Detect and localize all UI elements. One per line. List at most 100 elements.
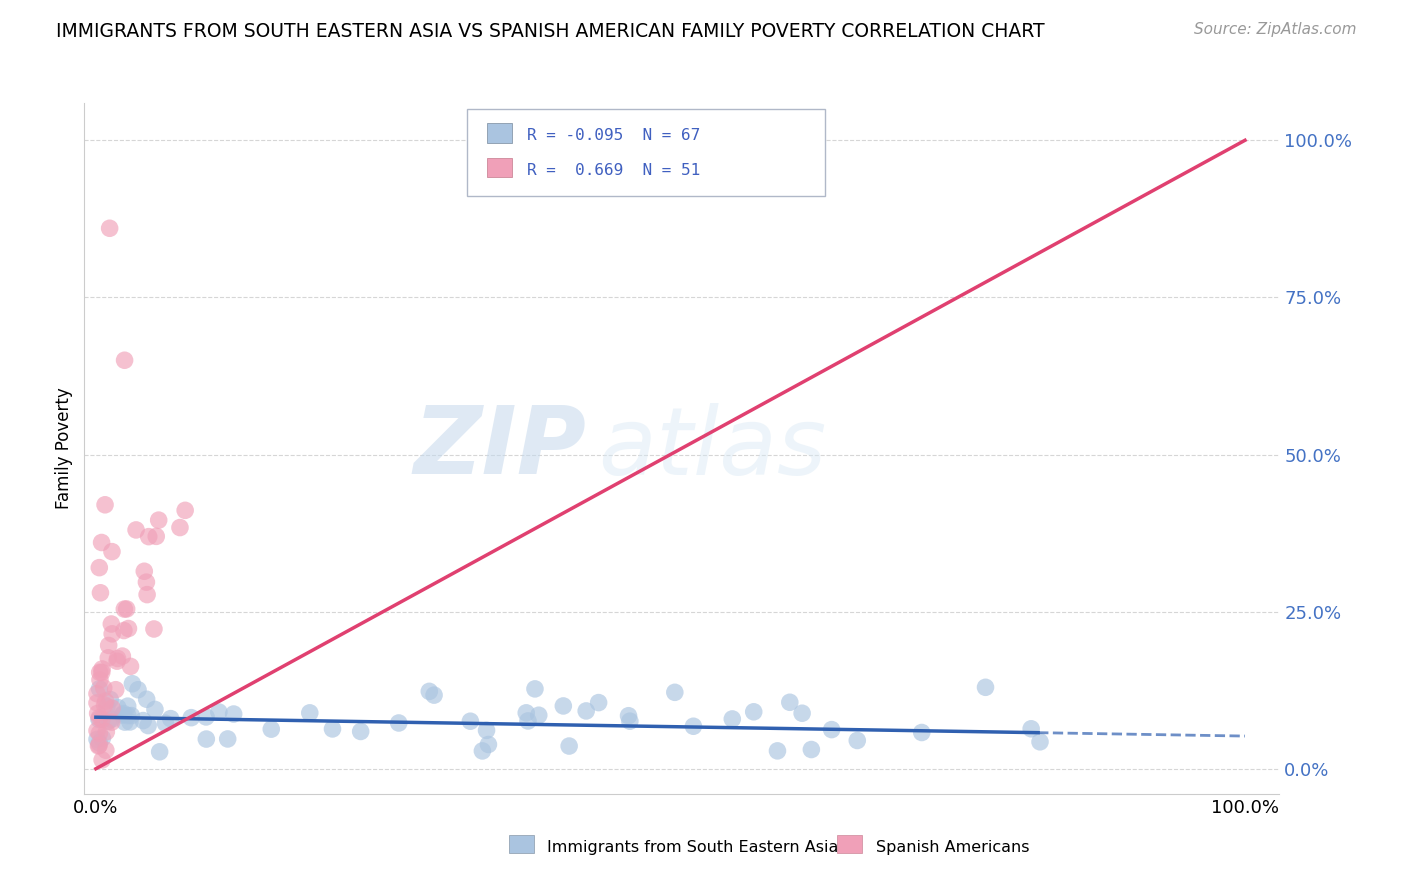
Point (617, 708, 640, 723)
Point (101, 627, 124, 641)
Point (96, 724, 118, 739)
Point (117, 622, 139, 636)
Point (143, 702, 166, 716)
Point (93, 681, 115, 695)
Point (1019, 722, 1042, 736)
Text: Source: ZipAtlas.com: Source: ZipAtlas.com (1194, 22, 1357, 37)
Point (91, 753, 114, 767)
Point (89, 736, 111, 750)
Point (121, 677, 143, 691)
Point (515, 706, 537, 720)
Point (742, 705, 765, 719)
Point (98, 692, 121, 706)
Point (127, 682, 149, 697)
Text: R =  0.669  N = 51: R = 0.669 N = 51 (527, 163, 700, 178)
Text: atlas: atlas (599, 402, 827, 494)
Point (217, 731, 239, 746)
Point (149, 745, 172, 759)
Point (911, 725, 934, 739)
Text: ZIP: ZIP (413, 402, 586, 494)
Point (87, 738, 110, 752)
Point (619, 714, 641, 729)
Point (135, 575, 157, 590)
Point (114, 715, 136, 730)
Point (107, 651, 129, 665)
Point (117, 708, 139, 723)
Point (136, 718, 159, 732)
Text: R = -0.095  N = 67: R = -0.095 N = 67 (527, 128, 700, 144)
Point (846, 733, 869, 747)
Point (91, 662, 114, 676)
Point (107, 700, 129, 714)
Point (105, 654, 128, 668)
Point (90, 665, 112, 680)
Point (89, 560, 111, 574)
Point (89, 665, 111, 680)
Text: IMMIGRANTS FROM SOUTH EASTERN ASIA VS SPANISH AMERICAN FAMILY POVERTY CORRELATIO: IMMIGRANTS FROM SOUTH EASTERN ASIA VS SP… (56, 22, 1045, 41)
Point (682, 719, 704, 733)
Point (800, 742, 823, 756)
Point (517, 714, 540, 728)
Point (114, 353, 136, 368)
Point (120, 708, 142, 723)
Point (195, 710, 218, 724)
Point (94, 743, 117, 757)
Point (142, 622, 165, 636)
Point (195, 732, 218, 747)
Point (87, 739, 110, 753)
Point (112, 602, 135, 616)
Point (553, 698, 575, 713)
Point (588, 696, 610, 710)
Point (298, 706, 321, 720)
Point (101, 544, 124, 558)
Point (418, 684, 440, 698)
FancyBboxPatch shape (486, 123, 512, 143)
Point (132, 714, 155, 728)
Point (790, 706, 813, 721)
Point (89, 681, 111, 696)
Point (148, 513, 170, 527)
Point (104, 682, 127, 697)
Point (87, 713, 110, 727)
Point (100, 617, 122, 632)
Point (111, 708, 134, 723)
Point (89, 726, 111, 740)
Point (460, 714, 482, 729)
Point (721, 712, 744, 726)
Y-axis label: Family Poverty: Family Poverty (55, 387, 73, 509)
Point (91, 731, 114, 746)
FancyBboxPatch shape (467, 110, 825, 196)
Point (101, 701, 124, 715)
Point (423, 688, 446, 702)
Point (117, 699, 139, 714)
Point (97, 639, 120, 653)
Point (527, 708, 550, 723)
Point (155, 716, 177, 731)
Point (558, 739, 581, 753)
Point (208, 705, 231, 719)
Point (388, 716, 411, 731)
Point (135, 692, 157, 706)
FancyBboxPatch shape (838, 835, 862, 853)
Point (112, 706, 135, 721)
Point (475, 723, 498, 738)
Point (89, 586, 111, 600)
Point (321, 722, 343, 736)
Point (471, 744, 494, 758)
Point (97, 714, 120, 729)
Point (136, 588, 159, 602)
Point (575, 704, 598, 718)
Text: Spanish Americans: Spanish Americans (876, 839, 1029, 855)
Point (159, 712, 181, 726)
Point (97, 650, 120, 665)
Point (100, 715, 122, 730)
Point (664, 685, 686, 699)
Point (523, 681, 546, 696)
Point (86, 723, 108, 738)
Text: Immigrants from South Eastern Asia: Immigrants from South Eastern Asia (547, 839, 838, 855)
Point (974, 681, 997, 695)
Point (222, 706, 245, 721)
Point (120, 659, 142, 673)
Point (145, 529, 167, 543)
Point (779, 695, 801, 709)
